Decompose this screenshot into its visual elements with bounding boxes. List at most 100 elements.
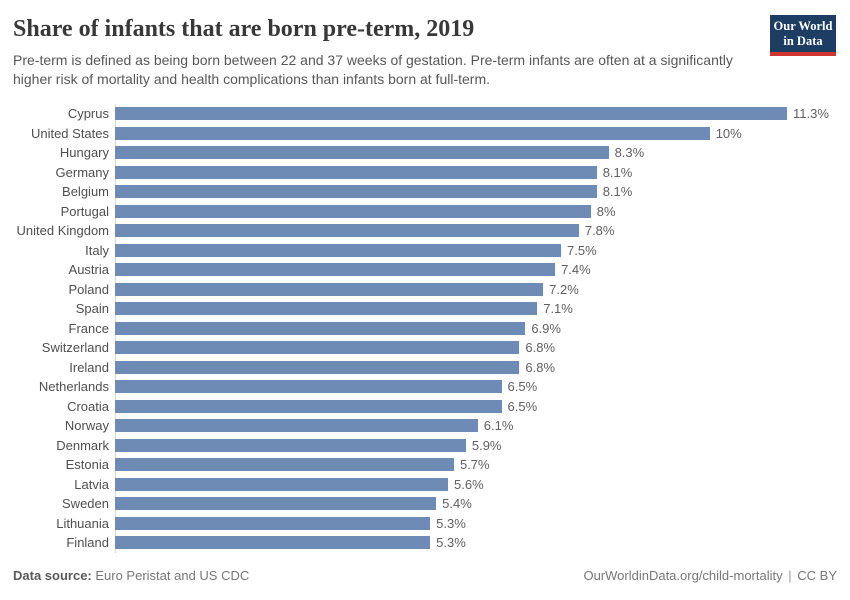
bar[interactable] bbox=[115, 224, 579, 238]
bar-row: Cyprus 11.3% bbox=[0, 104, 850, 124]
footer-url[interactable]: OurWorldinData.org/child-mortality bbox=[583, 568, 783, 583]
bar[interactable] bbox=[115, 126, 710, 140]
bar[interactable] bbox=[115, 204, 591, 218]
bar[interactable] bbox=[115, 516, 431, 530]
bar-track: 10% bbox=[115, 124, 850, 144]
bar[interactable] bbox=[115, 263, 556, 277]
chart-subtitle: Pre-term is defined as being born betwee… bbox=[13, 52, 733, 87]
bar-row: Norway 6.1% bbox=[0, 416, 850, 436]
country-label: Belgium bbox=[62, 184, 109, 200]
footer-license[interactable]: CC BY bbox=[797, 568, 837, 583]
bar[interactable] bbox=[115, 419, 478, 433]
bar[interactable] bbox=[115, 360, 520, 374]
value-label: 7.1% bbox=[543, 301, 573, 317]
bar[interactable] bbox=[115, 497, 437, 511]
bar[interactable] bbox=[115, 380, 502, 394]
bar-track: 5.7% bbox=[115, 455, 850, 475]
country-label: Latvia bbox=[74, 476, 109, 492]
bar-row: United Kingdom 7.8% bbox=[0, 221, 850, 241]
value-label: 6.8% bbox=[525, 340, 556, 356]
country-label: United States bbox=[30, 125, 109, 141]
footer-citation: OurWorldinData.org/child-mortality | CC … bbox=[583, 568, 837, 584]
chart-title: Share of infants that are born pre-term,… bbox=[13, 16, 475, 42]
value-label: 6.1% bbox=[483, 418, 514, 434]
country-label: Croatia bbox=[67, 398, 109, 414]
bar-row: Latvia 5.6% bbox=[0, 475, 850, 495]
country-label: Spain bbox=[75, 301, 109, 317]
value-label: 7.2% bbox=[549, 281, 579, 297]
data-source: Data source: Euro Peristat and US CDC bbox=[13, 568, 249, 584]
bar[interactable] bbox=[115, 282, 544, 296]
value-label: 5.3% bbox=[436, 515, 466, 531]
bar-track: 5.9% bbox=[115, 436, 850, 456]
bar-row: Belgium 8.1% bbox=[0, 182, 850, 202]
data-source-text: Euro Peristat and US CDC bbox=[91, 568, 250, 583]
country-label: Italy bbox=[85, 242, 109, 258]
bar-row: Denmark 5.9% bbox=[0, 436, 850, 456]
bar-track: 5.3% bbox=[115, 533, 850, 553]
bar-row: Croatia 6.5% bbox=[0, 397, 850, 417]
bar-track: 8.3% bbox=[115, 143, 850, 163]
value-label: 5.9% bbox=[471, 437, 502, 453]
value-label: 5.3% bbox=[436, 535, 466, 551]
value-label: 6.8% bbox=[525, 359, 556, 375]
bar[interactable] bbox=[115, 185, 597, 199]
bar-row: Lithuania 5.3% bbox=[0, 514, 850, 534]
bar-row: Poland 7.2% bbox=[0, 280, 850, 300]
bar-row: Ireland 6.8% bbox=[0, 358, 850, 378]
bar-track: 6.8% bbox=[115, 338, 850, 358]
value-label: 6.5% bbox=[507, 398, 538, 414]
chart-footer: Data source: Euro Peristat and US CDC Ou… bbox=[13, 568, 837, 584]
bar-row: Estonia 5.7% bbox=[0, 455, 850, 475]
bar[interactable] bbox=[115, 341, 520, 355]
bar[interactable] bbox=[115, 302, 538, 316]
bar-chart: Cyprus 11.3% United States 10% Hungary 8.3% Ge… bbox=[0, 104, 850, 553]
country-label: Austria bbox=[68, 262, 109, 278]
data-source-label: Data source: bbox=[13, 568, 92, 583]
bar[interactable] bbox=[115, 399, 502, 413]
country-label: Hungary bbox=[59, 145, 109, 161]
country-label: Cyprus bbox=[67, 106, 109, 122]
bar[interactable] bbox=[115, 536, 431, 550]
bar-row: Switzerland 6.8% bbox=[0, 338, 850, 358]
value-label: 11.3% bbox=[793, 106, 829, 122]
country-label: France bbox=[68, 320, 109, 336]
bar-rows: Cyprus 11.3% United States 10% Hungary 8.3% Ge… bbox=[0, 104, 850, 553]
bar[interactable] bbox=[115, 321, 526, 335]
country-label: Netherlands bbox=[38, 379, 109, 395]
value-label: 5.6% bbox=[454, 476, 484, 492]
value-label: 8.1% bbox=[602, 184, 633, 200]
bar[interactable] bbox=[115, 146, 609, 160]
value-label: 8.1% bbox=[602, 164, 633, 180]
bar-track: 6.5% bbox=[115, 397, 850, 417]
logo-line-2: in Data bbox=[783, 34, 823, 48]
country-label: Ireland bbox=[69, 359, 109, 375]
value-label: 6.5% bbox=[507, 379, 538, 395]
value-label: 8.3% bbox=[614, 145, 645, 161]
chart-header: Share of infants that are born pre-term,… bbox=[13, 14, 837, 89]
bar-track: 6.5% bbox=[115, 377, 850, 397]
logo-line-1: Our World bbox=[773, 19, 833, 33]
country-label: Sweden bbox=[62, 496, 109, 512]
bar-track: 6.8% bbox=[115, 358, 850, 378]
bar-track: 5.4% bbox=[115, 494, 850, 514]
country-label: Poland bbox=[68, 281, 109, 297]
bar[interactable] bbox=[115, 438, 466, 452]
bar-track: 8.1% bbox=[115, 163, 850, 183]
footer-separator: | bbox=[788, 568, 792, 583]
owid-logo[interactable]: Our World in Data bbox=[770, 15, 836, 56]
bar[interactable] bbox=[115, 107, 787, 121]
bar-row: Hungary 8.3% bbox=[0, 143, 850, 163]
bar[interactable] bbox=[115, 458, 454, 472]
country-label: Finland bbox=[66, 535, 109, 551]
bar[interactable] bbox=[115, 165, 597, 179]
bar-row: Finland 5.3% bbox=[0, 533, 850, 553]
bar-track: 5.3% bbox=[115, 514, 850, 534]
country-label: Norway bbox=[64, 418, 109, 434]
value-label: 7.4% bbox=[561, 262, 591, 278]
bar[interactable] bbox=[115, 243, 562, 257]
bar[interactable] bbox=[115, 477, 449, 491]
value-label: 5.4% bbox=[442, 496, 472, 512]
country-label: United Kingdom bbox=[16, 223, 110, 239]
value-label: 8% bbox=[596, 203, 616, 219]
